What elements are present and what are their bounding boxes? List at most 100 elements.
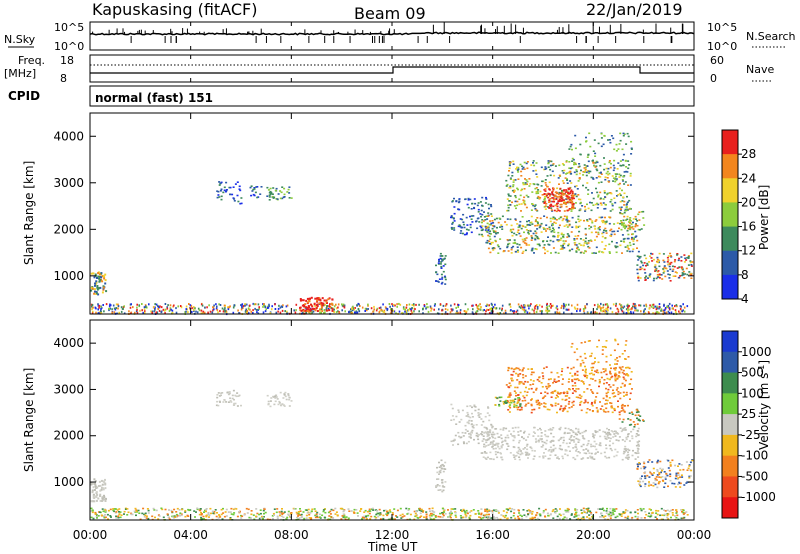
echo-cell xyxy=(566,216,569,218)
echo-cell xyxy=(573,239,576,241)
echo-cell xyxy=(661,278,664,280)
echo-cell xyxy=(522,182,525,184)
echo-cell xyxy=(435,271,437,274)
echo-cell xyxy=(250,510,253,512)
echo-cell xyxy=(669,465,672,467)
echo-cell xyxy=(474,202,477,205)
echo-cell xyxy=(608,243,611,246)
echo-cell xyxy=(588,170,591,173)
echo-cell xyxy=(568,167,571,169)
echo-cell xyxy=(621,458,624,461)
echo-cell xyxy=(537,439,540,442)
echo-cell xyxy=(276,517,279,519)
echo-cell xyxy=(640,509,643,512)
echo-cell xyxy=(471,425,474,428)
echo-cell xyxy=(188,509,191,512)
echo-cell xyxy=(514,517,517,520)
echo-cell xyxy=(311,310,313,312)
echo-cell xyxy=(485,441,488,444)
echo-cell xyxy=(576,370,579,373)
echo-cell xyxy=(645,257,648,260)
echo-cell xyxy=(323,516,326,519)
echo-cell xyxy=(658,273,661,276)
echo-cell xyxy=(658,307,660,310)
echo-cell xyxy=(99,484,102,487)
echo-cell xyxy=(462,441,465,443)
echo-cell xyxy=(283,193,286,196)
echo-cell xyxy=(626,244,629,247)
echo-cell xyxy=(531,247,534,250)
echo-cell xyxy=(571,202,574,205)
echo-cell xyxy=(574,162,577,165)
echo-cell xyxy=(566,182,569,184)
echo-cell xyxy=(615,150,618,152)
echo-cell xyxy=(620,304,623,307)
echo-cell xyxy=(547,378,550,381)
echo-cell xyxy=(471,432,473,434)
echo-cell xyxy=(228,391,231,393)
echo-cell xyxy=(511,379,514,382)
echo-cell xyxy=(537,399,539,402)
echo-cell xyxy=(491,241,494,244)
echo-cell xyxy=(625,373,628,375)
echo-cell xyxy=(557,193,560,196)
echo-cell xyxy=(481,205,484,207)
echo-cell xyxy=(92,495,95,498)
echo-cell xyxy=(671,514,674,516)
echo-cell xyxy=(306,310,309,312)
echo-cell xyxy=(389,509,391,511)
echo-cell xyxy=(589,145,592,148)
echo-cell xyxy=(566,178,568,180)
echo-cell xyxy=(605,204,607,206)
echo-cell xyxy=(540,222,543,225)
echo-cell xyxy=(610,198,613,201)
echo-cell xyxy=(574,235,577,237)
echo-cell xyxy=(501,304,504,307)
echo-cell xyxy=(215,515,218,518)
echo-cell xyxy=(664,275,667,278)
echo-cell xyxy=(100,305,102,308)
echo-cell xyxy=(310,303,312,306)
echo-cell xyxy=(590,389,593,391)
echo-cell xyxy=(482,220,485,222)
echo-cell xyxy=(506,401,509,403)
echo-cell xyxy=(527,196,530,198)
echo-cell xyxy=(512,454,515,456)
echo-cell xyxy=(680,509,683,511)
echo-cell xyxy=(595,235,598,238)
echo-cell xyxy=(472,308,474,311)
echo-cell xyxy=(441,484,444,487)
echo-cell xyxy=(259,193,262,195)
echo-cell xyxy=(418,303,420,306)
echo-cell xyxy=(262,509,265,512)
echo-cell xyxy=(396,516,399,518)
echo-cell xyxy=(173,508,176,511)
echo-cell xyxy=(676,478,679,480)
echo-cell xyxy=(673,265,676,268)
echo-cell xyxy=(273,196,276,199)
echo-cell xyxy=(680,464,683,466)
echo-cell xyxy=(218,395,221,397)
echo-cell xyxy=(627,167,630,170)
echo-cell xyxy=(324,511,327,514)
echo-cell xyxy=(554,454,557,456)
echo-cell xyxy=(253,303,256,306)
echo-cell xyxy=(523,242,526,244)
echo-cell xyxy=(639,304,642,307)
echo-cell xyxy=(605,346,607,349)
echo-cell xyxy=(519,430,522,432)
echo-cell xyxy=(644,277,647,279)
echo-cell xyxy=(484,452,487,454)
echo-cell xyxy=(266,307,269,309)
echo-cell xyxy=(266,518,269,521)
echo-cell xyxy=(247,312,250,315)
echo-cell xyxy=(309,308,312,311)
echo-cell xyxy=(519,409,522,411)
echo-cell xyxy=(436,273,439,276)
echo-cell xyxy=(109,508,112,511)
echo-cell xyxy=(525,445,528,447)
echo-cell xyxy=(533,252,535,254)
echo-cell xyxy=(591,401,593,404)
echo-cell xyxy=(535,304,538,306)
echo-cell xyxy=(566,201,569,204)
